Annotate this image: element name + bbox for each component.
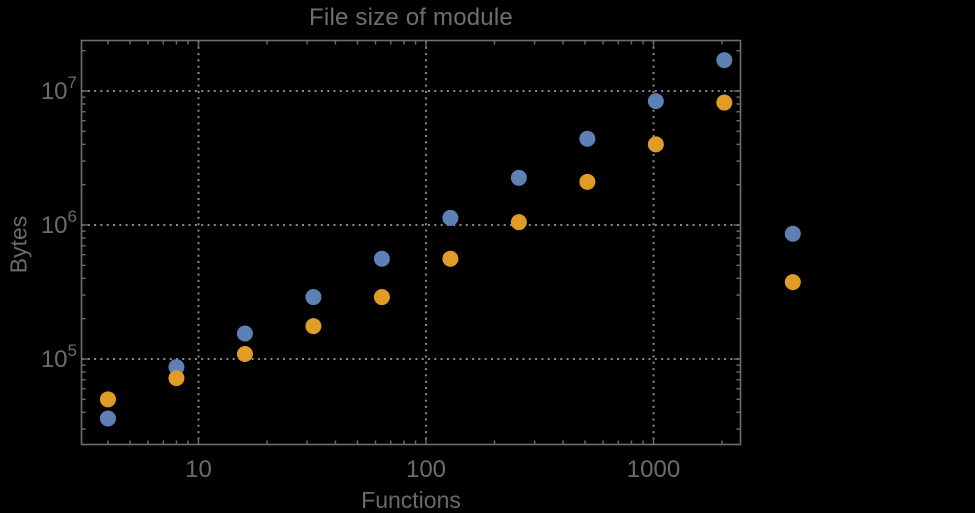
tick-label-y-10e5: 105 — [41, 341, 77, 373]
tick-label-y-10e6: 106 — [41, 207, 77, 239]
data-point-series-blue-x2048 — [716, 52, 733, 69]
tick-label-x-10: 10 — [185, 456, 212, 483]
data-point-series-blue-x64 — [373, 250, 390, 267]
data-point-series-blue-x512 — [579, 130, 596, 147]
data-point-series-blue-x1024 — [647, 93, 664, 110]
data-point-series-blue-x8 — [168, 359, 185, 376]
plot-frame — [80, 39, 742, 446]
data-point-series-blue-x32 — [305, 289, 322, 306]
data-point-series-orange-x16 — [236, 345, 253, 362]
y-axis-label: Bytes — [5, 215, 32, 274]
data-point-series-orange-x1024 — [647, 136, 664, 153]
data-point-series-orange-x4 — [99, 391, 116, 408]
data-point-series-blue-x16 — [236, 325, 253, 342]
data-point-series-orange-x64 — [373, 289, 390, 306]
data-point-series-orange-x32 — [305, 318, 322, 335]
tick-label-x-1000: 1000 — [627, 456, 680, 483]
data-point-series-blue-x256 — [510, 169, 527, 186]
data-point-series-blue-x128 — [442, 209, 459, 226]
data-point-series-orange-x128 — [442, 250, 459, 267]
data-point-series-orange-x2048 — [716, 94, 733, 111]
data-point-series-orange-x512 — [579, 173, 596, 190]
data-point-series-blue-x4 — [99, 410, 116, 427]
chart-title: File size of module — [309, 4, 513, 31]
tick-label-x-100: 100 — [406, 456, 446, 483]
data-point-series-orange-x4096 — [784, 274, 801, 291]
x-axis-label: Functions — [361, 487, 461, 513]
data-point-series-blue-x4096 — [784, 225, 801, 242]
data-point-series-orange-x8 — [168, 370, 185, 387]
tick-label-y-10e7: 107 — [41, 73, 77, 105]
data-point-series-orange-x256 — [510, 214, 527, 231]
